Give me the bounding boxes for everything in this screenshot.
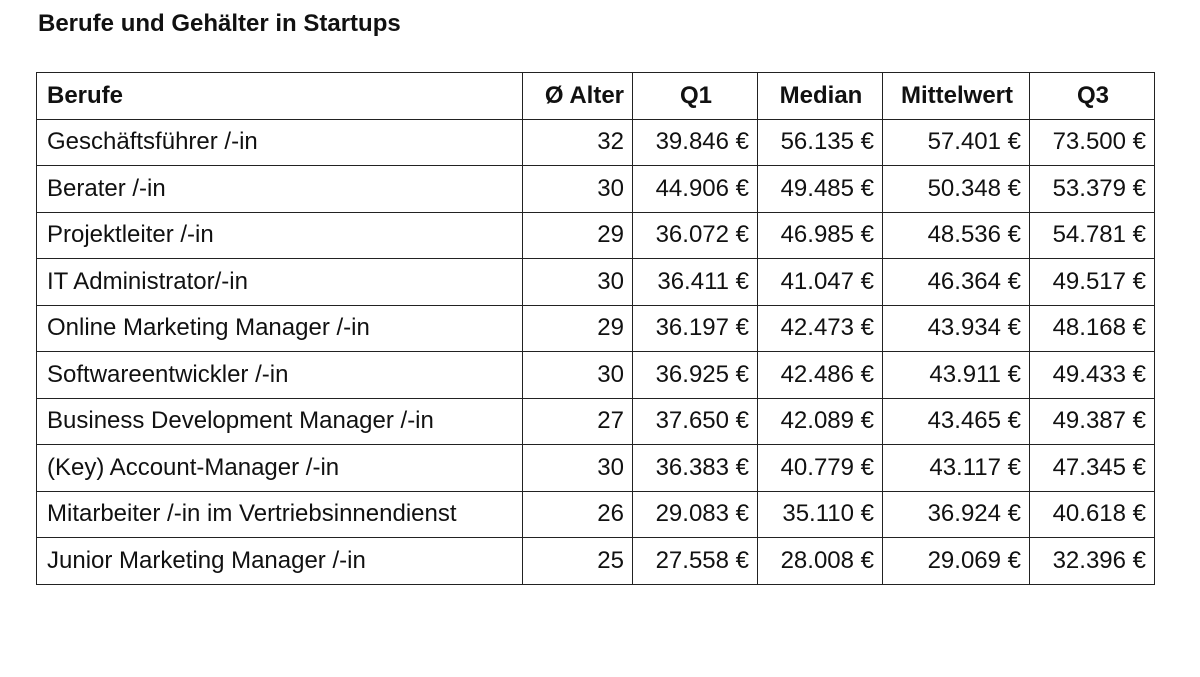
cell-median: 41.047 € xyxy=(757,258,883,306)
table-body: Geschäftsführer /-in 32 39.846 €56.135 €57… xyxy=(36,118,1155,585)
table-row: Online Marketing Manager /-in 29 36.197 €4… xyxy=(36,304,1155,352)
cell-alter: 25 xyxy=(522,537,633,585)
cell-mittelwert: 50.348 € xyxy=(882,165,1030,213)
cell-q3: 54.781 € xyxy=(1029,211,1155,259)
cell-q3: 32.396 € xyxy=(1029,537,1155,585)
cell-q3: 40.618 € xyxy=(1029,490,1155,538)
cell-q3: 48.168 € xyxy=(1029,304,1155,352)
cell-mittelwert: 43.934 € xyxy=(882,304,1030,352)
column-header-alter: Ø Alter xyxy=(522,72,633,120)
cell-alter: 29 xyxy=(522,304,633,352)
cell-q1: 36.072 € xyxy=(632,211,758,259)
cell-q3: 49.387 € xyxy=(1029,397,1155,445)
cell-beruf: IT Administrator/-in xyxy=(36,258,523,306)
cell-alter: 30 xyxy=(522,444,633,492)
cell-median: 28.008 € xyxy=(757,537,883,585)
cell-q1: 36.411 € xyxy=(632,258,758,306)
table-row: Business Development Manager /-in 27 37.65… xyxy=(36,397,1155,445)
cell-q1: 29.083 € xyxy=(632,490,758,538)
cell-alter: 27 xyxy=(522,397,633,445)
table-row: (Key) Account-Manager /-in 30 36.383 €40.7… xyxy=(36,444,1155,492)
cell-q1: 36.383 € xyxy=(632,444,758,492)
cell-beruf: Mitarbeiter /-in im Vertriebsinnendienst xyxy=(36,490,523,538)
cell-median: 42.089 € xyxy=(757,397,883,445)
cell-alter: 30 xyxy=(522,165,633,213)
cell-beruf: (Key) Account-Manager /-in xyxy=(36,444,523,492)
cell-q1: 39.846 € xyxy=(632,118,758,166)
cell-alter: 30 xyxy=(522,258,633,306)
column-header-mittelwert: Mittelwert xyxy=(882,72,1030,120)
cell-alter: 32 xyxy=(522,118,633,166)
table-row: Mitarbeiter /-in im Vertriebsinnendienst… xyxy=(36,490,1155,538)
cell-median: 49.485 € xyxy=(757,165,883,213)
cell-mittelwert: 43.911 € xyxy=(882,351,1030,399)
cell-alter: 26 xyxy=(522,490,633,538)
cell-alter: 29 xyxy=(522,211,633,259)
cell-mittelwert: 29.069 € xyxy=(882,537,1030,585)
cell-beruf: Junior Marketing Manager /-in xyxy=(36,537,523,585)
table-row: Projektleiter /-in 29 36.072 €46.985 €48.5… xyxy=(36,211,1155,259)
table-row: Berater /-in 30 44.906 €49.485 €50.348 €53… xyxy=(36,165,1155,213)
cell-median: 42.473 € xyxy=(757,304,883,352)
cell-beruf: Berater /-in xyxy=(36,165,523,213)
cell-beruf: Online Marketing Manager /-in xyxy=(36,304,523,352)
cell-q1: 36.197 € xyxy=(632,304,758,352)
cell-median: 35.110 € xyxy=(757,490,883,538)
cell-beruf: Softwareentwickler /-in xyxy=(36,351,523,399)
cell-mittelwert: 48.536 € xyxy=(882,211,1030,259)
cell-median: 46.985 € xyxy=(757,211,883,259)
page-title: Berufe und Gehälter in Startups xyxy=(38,10,401,37)
header-row: Berufe Ø Alter Q1 Median Mittelwert Q3 xyxy=(36,72,1155,120)
cell-q3: 47.345 € xyxy=(1029,444,1155,492)
cell-mittelwert: 57.401 € xyxy=(882,118,1030,166)
cell-mittelwert: 43.117 € xyxy=(882,444,1030,492)
cell-q3: 73.500 € xyxy=(1029,118,1155,166)
table-row: Geschäftsführer /-in 32 39.846 €56.135 €57… xyxy=(36,118,1155,166)
cell-median: 42.486 € xyxy=(757,351,883,399)
column-header-berufe: Berufe xyxy=(36,72,523,120)
cell-q3: 49.433 € xyxy=(1029,351,1155,399)
column-header-median: Median xyxy=(757,72,883,120)
column-header-q1: Q1 xyxy=(632,72,758,120)
column-header-q3: Q3 xyxy=(1029,72,1155,120)
cell-beruf: Geschäftsführer /-in xyxy=(36,118,523,166)
cell-q3: 53.379 € xyxy=(1029,165,1155,213)
cell-mittelwert: 36.924 € xyxy=(882,490,1030,538)
cell-median: 40.779 € xyxy=(757,444,883,492)
cell-q1: 36.925 € xyxy=(632,351,758,399)
table-row: Softwareentwickler /-in 30 36.925 €42.486 … xyxy=(36,351,1155,399)
table-header: Berufe Ø Alter Q1 Median Mittelwert Q3 xyxy=(36,72,1155,120)
cell-mittelwert: 46.364 € xyxy=(882,258,1030,306)
table-row: IT Administrator/-in 30 36.411 €41.047 €46… xyxy=(36,258,1155,306)
cell-median: 56.135 € xyxy=(757,118,883,166)
cell-alter: 30 xyxy=(522,351,633,399)
cell-mittelwert: 43.465 € xyxy=(882,397,1030,445)
table-row: Junior Marketing Manager /-in 25 27.558 €2… xyxy=(36,537,1155,585)
salary-table: Berufe Ø Alter Q1 Median Mittelwert Q3 G… xyxy=(36,72,1155,585)
cell-beruf: Business Development Manager /-in xyxy=(36,397,523,445)
cell-q1: 37.650 € xyxy=(632,397,758,445)
cell-beruf: Projektleiter /-in xyxy=(36,211,523,259)
cell-q1: 44.906 € xyxy=(632,165,758,213)
cell-q3: 49.517 € xyxy=(1029,258,1155,306)
cell-q1: 27.558 € xyxy=(632,537,758,585)
